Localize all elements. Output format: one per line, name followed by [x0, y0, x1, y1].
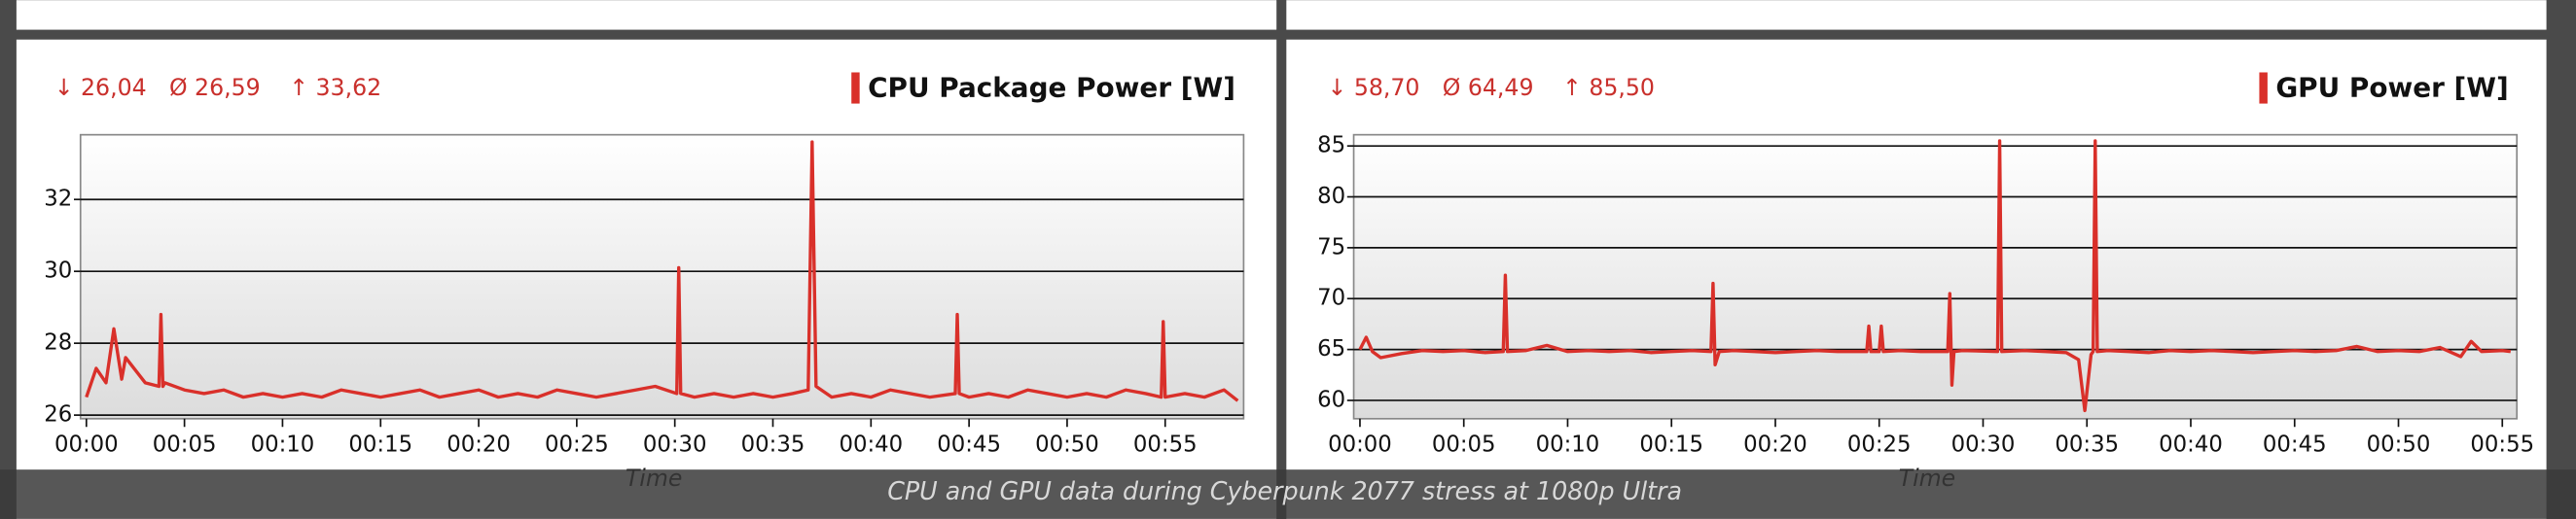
plot-area — [1352, 133, 2519, 420]
data-line — [85, 140, 1239, 402]
x-tick-label: 00:20 — [1743, 432, 1807, 457]
x-tick-label: 00:25 — [1847, 432, 1912, 457]
y-tick-label: 85 — [1317, 133, 1345, 158]
x-tick-label: 00:05 — [1432, 432, 1496, 457]
legend-label: CPU Package Power [W] — [868, 71, 1235, 103]
y-tick-label: 80 — [1317, 184, 1345, 209]
x-tick-label: 00:25 — [545, 432, 609, 457]
y-tick-label: 30 — [44, 259, 72, 284]
plot-area — [79, 133, 1245, 420]
stat-label: Ø 64,49 — [1443, 74, 1534, 101]
x-tick-label: 00:10 — [1536, 432, 1600, 457]
stat-label: ↑ 85,50 — [1562, 74, 1655, 101]
x-tick-label: 00:15 — [1639, 432, 1703, 457]
stat-label: ↓ 58,70 — [1328, 74, 1420, 101]
x-tick-label: 00:40 — [839, 432, 903, 457]
x-tick-label: 00:55 — [1133, 432, 1198, 457]
y-tick-label: 26 — [44, 402, 72, 428]
y-tick-label: 32 — [44, 187, 72, 212]
x-tick-label: 00:30 — [1951, 432, 2016, 457]
y-tick-label: 28 — [44, 330, 72, 356]
charts: ↓ 26,04 Ø 26,59 ↑ 33,62 26 28 30 32 00:00 00:05 0… — [44, 71, 2534, 491]
x-tick-label: 00:50 — [2367, 432, 2431, 457]
y-tick-label: 70 — [1317, 286, 1345, 311]
x-tick-label: 00:45 — [937, 432, 1001, 457]
x-tick-label: 00:50 — [1035, 432, 1099, 457]
y-tick-label: 75 — [1317, 234, 1345, 260]
caption-bar — [0, 469, 2576, 519]
x-tick-label: 00:00 — [54, 432, 119, 457]
x-tick-label: 00:35 — [2055, 432, 2119, 457]
x-tick-label: 00:40 — [2159, 432, 2223, 457]
caption: CPU and GPU data during Cyberpunk 2077 s… — [887, 476, 1682, 505]
stat-label: Ø 26,59 — [169, 74, 261, 101]
panel-top — [16, 0, 1277, 30]
y-tick-label: 60 — [1317, 387, 1345, 412]
x-tick-label: 00:20 — [447, 432, 511, 457]
legend-swatch — [851, 72, 860, 104]
x-tick-label: 00:05 — [153, 432, 217, 457]
y-tick-label: 65 — [1317, 336, 1345, 362]
x-tick-label: 00:15 — [348, 432, 412, 457]
stat-label: ↓ 26,04 — [54, 74, 147, 101]
data-line — [1358, 139, 2512, 413]
x-tick-label: 00:30 — [643, 432, 707, 457]
stat-label: ↑ 33,62 — [289, 74, 381, 101]
x-tick-label: 00:45 — [2263, 432, 2327, 457]
x-tick-label: 00:35 — [741, 432, 805, 457]
legend-swatch — [2259, 72, 2268, 104]
panel-top — [1286, 0, 2547, 30]
legend-label: GPU Power [W] — [2275, 71, 2508, 103]
x-tick-label: 00:10 — [251, 432, 315, 457]
x-tick-label: 00:55 — [2470, 432, 2534, 457]
x-tick-label: 00:00 — [1328, 432, 1392, 457]
